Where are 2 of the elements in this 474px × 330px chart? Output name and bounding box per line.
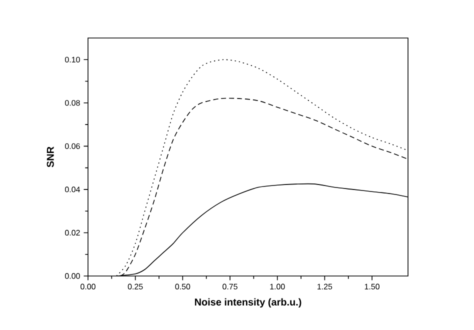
y-axis-title: SNR [46, 146, 54, 168]
x-axis-title: Noise intensity (arb.u.) [194, 298, 302, 308]
